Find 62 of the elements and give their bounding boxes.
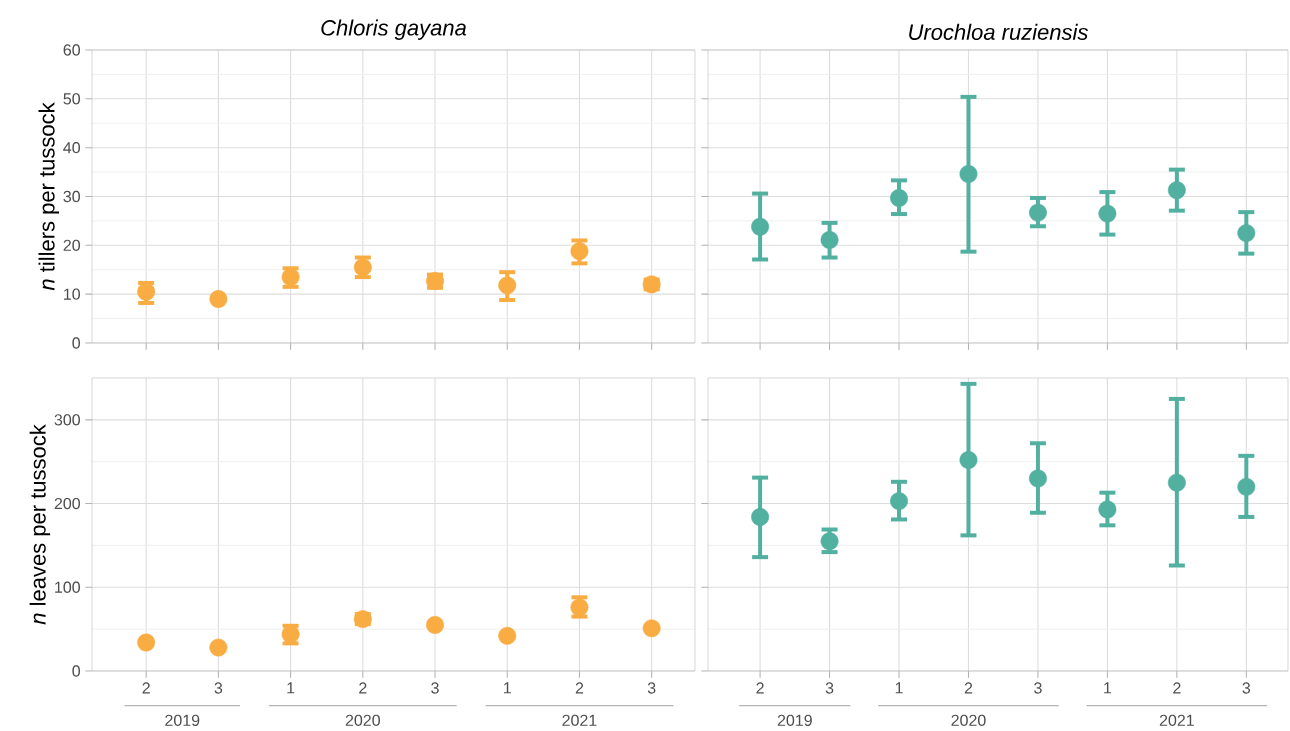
x-tick-label: 1 (895, 682, 903, 694)
y-tick-label: 60 (63, 44, 81, 56)
point (498, 626, 517, 645)
point (1237, 224, 1256, 243)
chart-title: Urochloa ruziensis (909, 23, 1088, 40)
point (751, 217, 770, 236)
point (890, 492, 908, 510)
x-tick-label: 3 (647, 682, 656, 694)
x-tick-label: 1 (287, 682, 295, 694)
x-tick-label: 2 (142, 682, 150, 694)
x-tick-label: 3 (431, 682, 439, 694)
text: 2020 (345, 714, 380, 726)
point (1029, 203, 1047, 222)
point (820, 532, 839, 551)
point (137, 633, 156, 652)
text: 2021 (1159, 714, 1194, 726)
point (498, 276, 517, 295)
point (751, 508, 770, 526)
x-tick-label: 1 (504, 682, 511, 694)
point (209, 290, 228, 308)
point (890, 189, 908, 207)
point (1167, 473, 1186, 492)
text: 2019 (165, 714, 200, 726)
y-tick-label: 10 (64, 288, 81, 300)
y-tick-label: 30 (63, 190, 81, 203)
x-tick-label: 2 (964, 682, 973, 694)
y-tick-label: 40 (63, 142, 81, 154)
x-tick-label: 3 (1034, 682, 1042, 694)
text: 2019 (777, 714, 812, 726)
point (426, 616, 444, 634)
point (1237, 477, 1256, 496)
x-tick-label: 2 (756, 682, 764, 694)
point (1098, 204, 1117, 223)
x-tick-label: 2 (359, 682, 367, 694)
point (1029, 469, 1047, 488)
text: 2020 (951, 714, 986, 726)
x-tick-label: 3 (1242, 682, 1251, 694)
y-axis-title: n leaves per tussock (29, 424, 51, 625)
point (642, 619, 661, 638)
text: 2021 (562, 714, 597, 726)
x-tick-label: 3 (214, 682, 223, 694)
y-tick-label: 20 (63, 239, 81, 251)
point (959, 451, 978, 469)
y-axis-title: n tillers per tussock (38, 102, 60, 291)
point (137, 282, 156, 301)
y-tick-label: 0 (72, 337, 81, 349)
point (959, 165, 978, 183)
x-tick-label: 2 (575, 682, 584, 694)
x-tick-label: 3 (825, 682, 834, 694)
y-tick-label: 50 (63, 93, 81, 105)
y-tick-label: 200 (54, 497, 81, 510)
x-tick-label: 1 (1104, 682, 1112, 694)
point (1098, 500, 1117, 519)
point (570, 242, 589, 261)
point (209, 638, 228, 657)
point (1167, 181, 1186, 200)
x-tick-label: 2 (1173, 682, 1181, 694)
y-tick-label: 0 (72, 665, 81, 677)
point (820, 231, 839, 249)
y-tick-label: 100 (55, 581, 81, 593)
chart-title: Chloris gayana (321, 19, 467, 40)
y-tick-label: 300 (54, 414, 81, 426)
